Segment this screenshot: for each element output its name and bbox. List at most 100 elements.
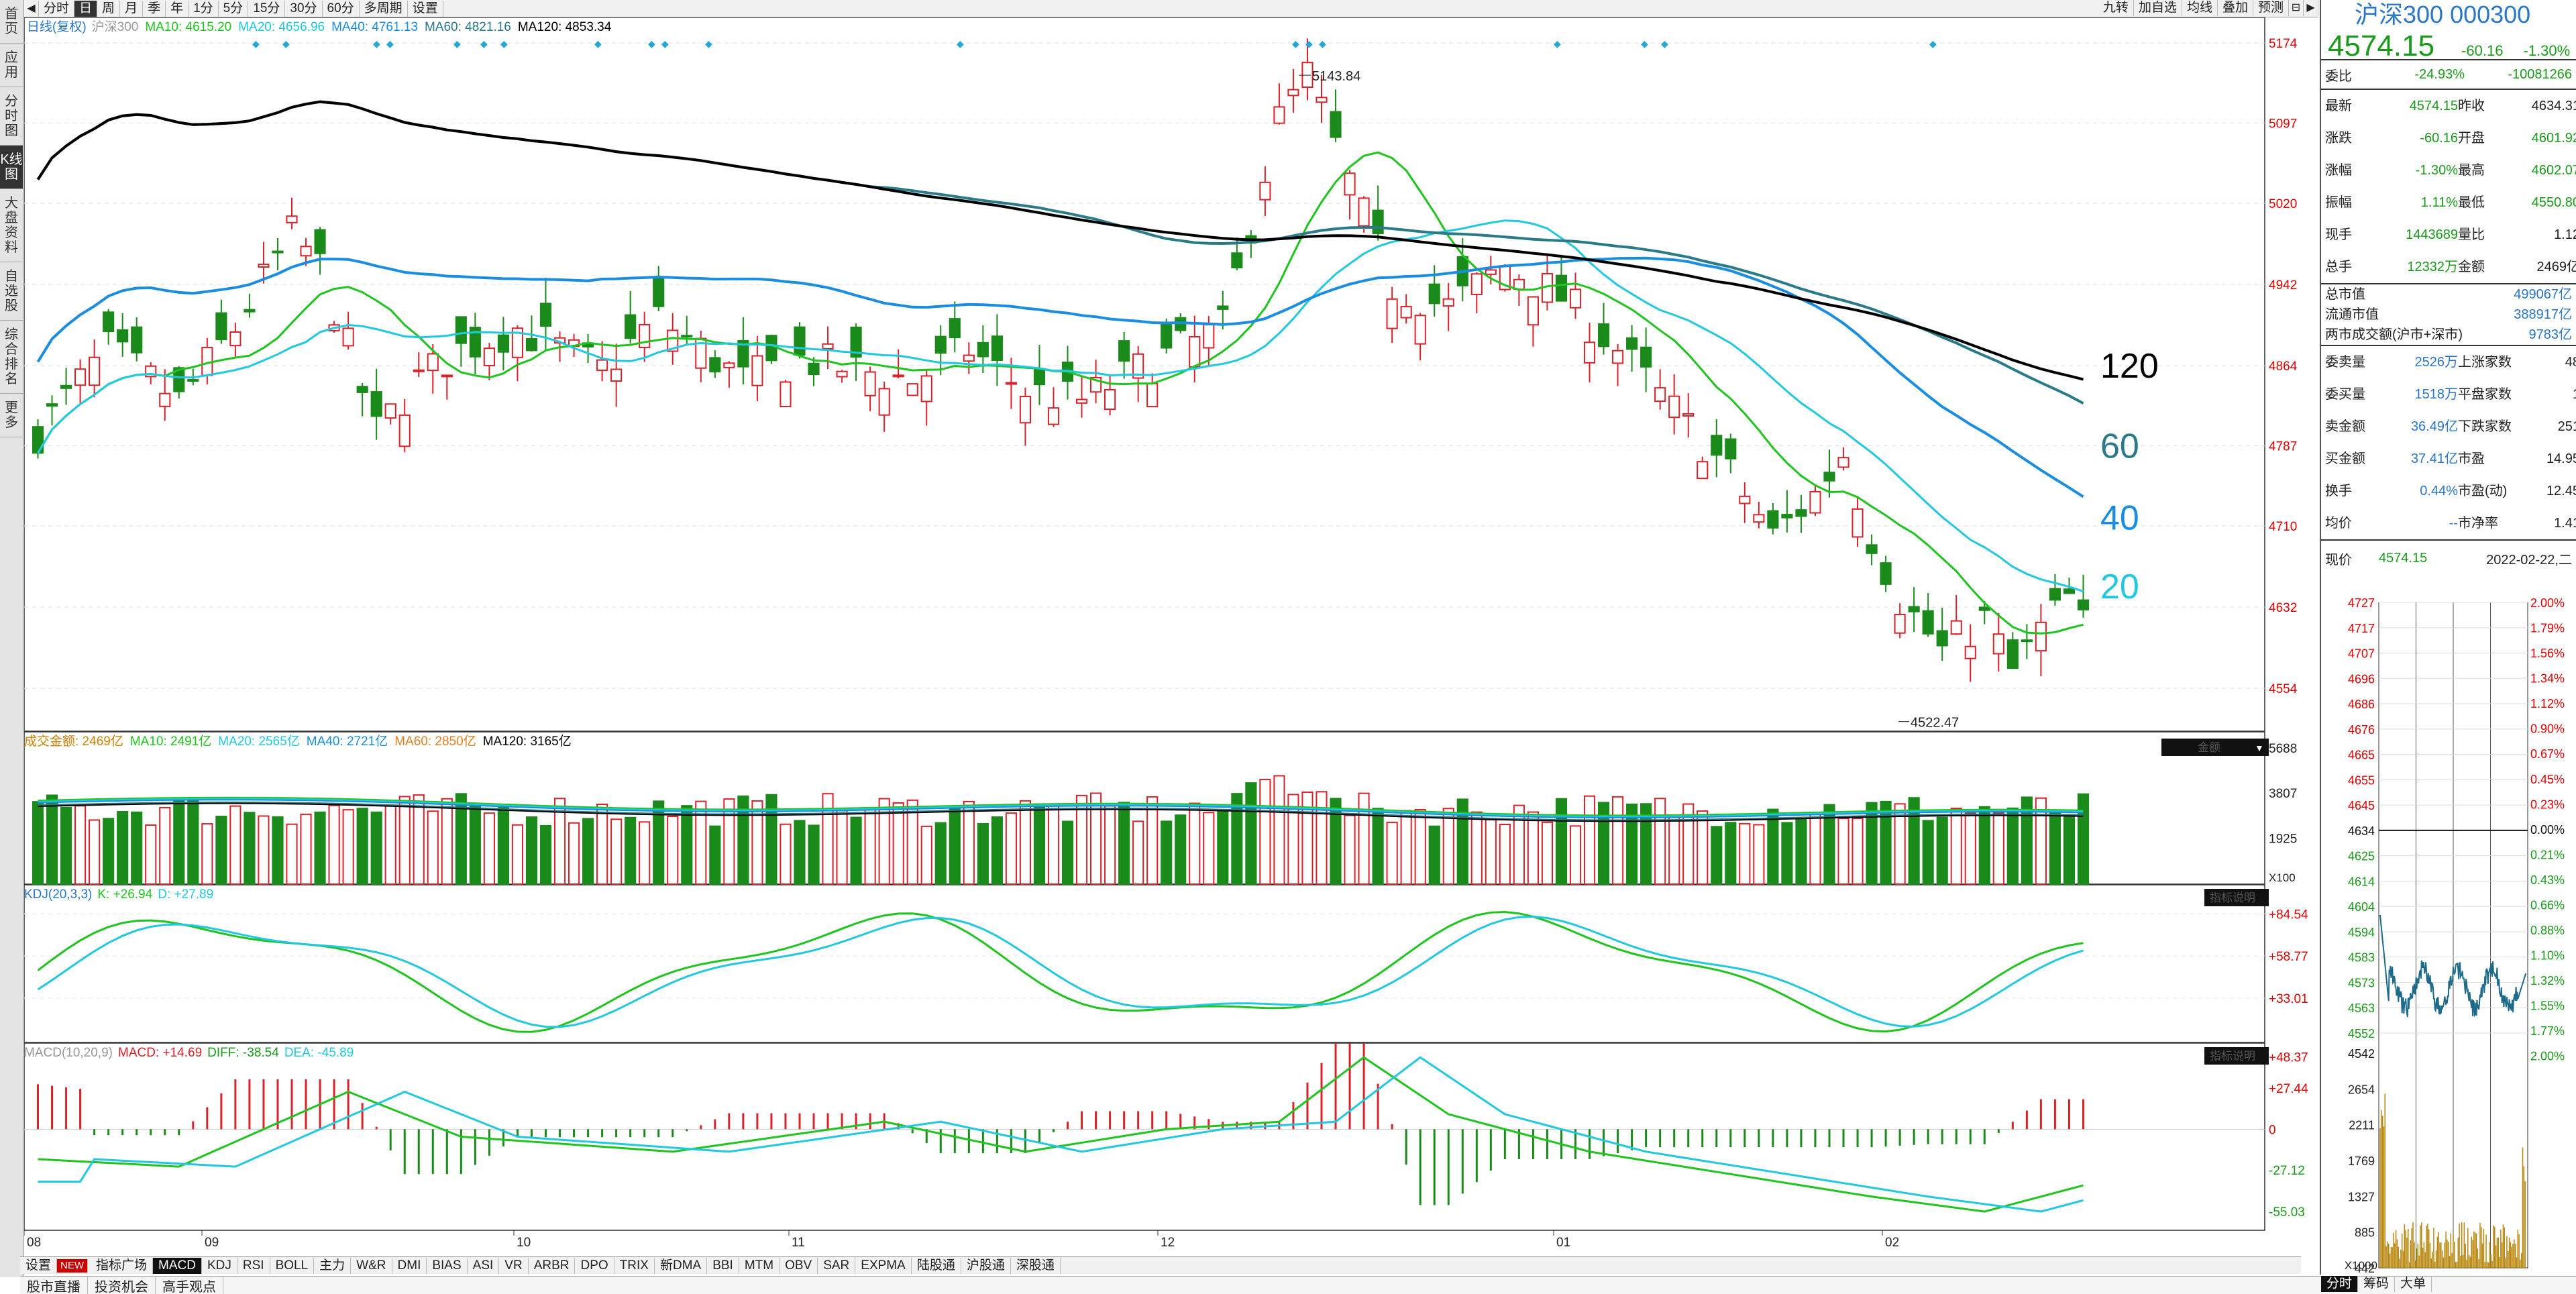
event-marker-icon[interactable]: ◆ (500, 38, 508, 49)
status-item[interactable]: 股市直播 (20, 1275, 88, 1294)
indicator-tab[interactable]: 主力 (314, 1257, 352, 1274)
indicator-tab[interactable]: 深股通 (1011, 1257, 1061, 1274)
indicator-tab[interactable]: OBV (780, 1257, 818, 1274)
period-7[interactable]: 5分 (219, 0, 249, 17)
indicator-tab[interactable]: 新DMA (655, 1257, 708, 1274)
event-marker-icon[interactable]: ◆ (1292, 38, 1299, 49)
indicator-tab[interactable]: BOLL (270, 1257, 315, 1274)
period-6[interactable]: 1分 (189, 0, 219, 17)
indicator-tab[interactable]: BBI (707, 1257, 739, 1274)
left-nav-item[interactable]: 应用 (0, 44, 23, 87)
indicator-tab[interactable]: ASI (468, 1257, 500, 1274)
event-marker-icon[interactable]: ◆ (282, 38, 290, 49)
volume-bar (201, 823, 213, 885)
toolbar-btn-0[interactable]: 九转 (2098, 0, 2134, 16)
event-marker-icon[interactable]: ◆ (386, 38, 394, 49)
toolbar-btn-2[interactable]: 均线 (2182, 0, 2218, 16)
toolbar-btn-3[interactable]: 叠加 (2218, 0, 2253, 16)
indicator-tab[interactable]: DPO (575, 1257, 614, 1274)
intraday-mini-chart[interactable]: 4727 4717 4707 4696 4686 4676 4665 4655 4645 4634… (2321, 590, 2576, 1275)
period-1[interactable]: 日 (74, 0, 98, 17)
indicator-tab[interactable]: DMI (392, 1257, 427, 1274)
quote-tab[interactable]: 筹码 (2358, 1276, 2396, 1292)
event-marker-icon[interactable]: ◆ (648, 38, 655, 49)
volume-bar (244, 812, 256, 885)
left-nav-item[interactable]: 首页 (0, 0, 23, 44)
indicator-tab[interactable]: KDJ (202, 1257, 237, 1274)
left-nav-item[interactable]: K线图 (0, 146, 23, 189)
indicator-tab[interactable]: 陆股通 (912, 1257, 961, 1274)
volume-bar (1330, 798, 1342, 885)
event-marker-icon[interactable]: ◆ (373, 38, 380, 49)
volume-bar (1640, 803, 1652, 885)
event-marker-icon[interactable]: ◆ (594, 38, 602, 49)
indicator-tab[interactable]: MACD (153, 1257, 202, 1274)
period-12[interactable]: 设置 (408, 0, 443, 17)
period-10[interactable]: 60分 (323, 0, 360, 17)
prev-icon[interactable]: ◀ (24, 0, 39, 17)
period-8[interactable]: 15分 (248, 0, 286, 17)
volume-bar (74, 805, 87, 885)
indicator-tab[interactable]: W&R (351, 1257, 392, 1274)
event-marker-icon[interactable]: ◆ (1319, 38, 1326, 49)
volume-selector[interactable] (2161, 739, 2269, 756)
event-marker-icon[interactable]: ◆ (480, 38, 488, 49)
indicator-tab[interactable]: 指标广场 (91, 1257, 154, 1274)
candle-body (370, 391, 382, 417)
event-marker-icon[interactable]: ◆ (1929, 38, 1937, 49)
event-marker-icon[interactable]: ◆ (661, 38, 669, 49)
macd-help-button[interactable] (2204, 1047, 2269, 1065)
period-11[interactable]: 多周期 (360, 0, 408, 17)
event-marker-icon[interactable]: ◆ (1661, 38, 1668, 49)
period-3[interactable]: 月 (120, 0, 144, 17)
indicator-tab[interactable]: EXPMA (855, 1257, 912, 1274)
status-item[interactable]: 投资机会 (88, 1275, 156, 1294)
event-marker-icon[interactable]: ◆ (1641, 38, 1648, 49)
volume-ma-line (38, 798, 2084, 818)
period-9[interactable]: 30分 (285, 0, 323, 17)
indicator-tab[interactable]: MTM (739, 1257, 780, 1274)
event-marker-icon[interactable]: ◆ (453, 38, 461, 49)
indicator-tab[interactable]: SAR (818, 1257, 856, 1274)
left-nav-item[interactable]: 大盘资料 (0, 189, 23, 262)
indicator-tab[interactable]: 设置 (20, 1257, 58, 1274)
event-marker-icon[interactable]: ◆ (252, 38, 260, 49)
period-0[interactable]: 分时 (39, 0, 75, 17)
kdj-help-button[interactable] (2204, 889, 2269, 906)
event-marker-icon[interactable]: ◆ (1305, 38, 1313, 49)
status-item[interactable]: 高手观点 (156, 1275, 223, 1294)
toolbar-btn-1[interactable]: 加自选 (2134, 0, 2182, 16)
indicator-tab[interactable]: 沪股通 (961, 1257, 1011, 1274)
period-2[interactable]: 周 (97, 0, 121, 17)
indicator-tab[interactable]: ARBR (529, 1257, 576, 1274)
volume-bar (1908, 797, 1920, 885)
quote-tab[interactable]: 大单 (2395, 1276, 2432, 1292)
left-nav-item[interactable]: 更多 (0, 394, 23, 437)
mini-pct-tick: 0.88% (2530, 924, 2565, 937)
left-nav-item[interactable]: 分时图 (0, 87, 23, 146)
candle-body (1104, 388, 1116, 411)
period-5[interactable]: 年 (166, 0, 189, 17)
candle-body (229, 331, 241, 347)
candle-body (1189, 335, 1201, 368)
kline-chart-area[interactable]: 5174509750204942486447874710463245541206… (24, 17, 2318, 1256)
indicator-tab[interactable]: TRIX (614, 1257, 655, 1274)
left-nav-item[interactable]: 自选股 (0, 262, 23, 321)
indicator-tab[interactable]: VR (499, 1257, 529, 1274)
volume-bar (427, 810, 439, 885)
mini-price-tick: 4552 (2348, 1027, 2375, 1040)
indicator-tab[interactable]: BIAS (427, 1257, 468, 1274)
lock-icon[interactable]: ⊟ (2289, 0, 2304, 16)
period-4[interactable]: 季 (143, 0, 166, 17)
quote-tab[interactable]: 分时 (2321, 1276, 2359, 1292)
dropdown-icon[interactable]: ▼ (2255, 743, 2264, 753)
event-marker-icon[interactable]: ◆ (1554, 38, 1561, 49)
mini-pct-tick: 1.77% (2530, 1024, 2565, 1038)
indicator-tab[interactable]: RSI (237, 1257, 270, 1274)
indicator-tab[interactable]: NEW (57, 1258, 89, 1273)
left-nav-item[interactable]: 综合排名 (0, 321, 23, 394)
next-icon[interactable]: ▶ (2304, 0, 2318, 16)
toolbar-btn-4[interactable]: 预测 (2253, 0, 2289, 16)
event-marker-icon[interactable]: ◆ (957, 38, 964, 49)
event-marker-icon[interactable]: ◆ (705, 38, 712, 49)
